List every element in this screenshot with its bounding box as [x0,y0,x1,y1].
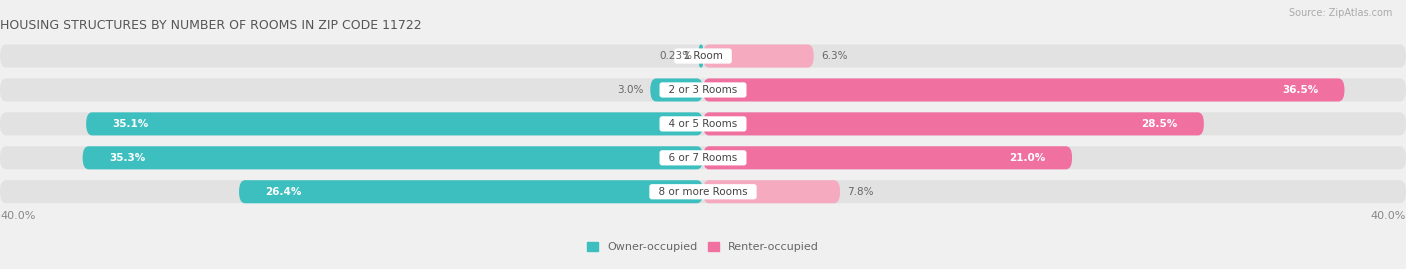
FancyBboxPatch shape [0,44,1406,68]
FancyBboxPatch shape [83,146,703,169]
Text: 21.0%: 21.0% [1010,153,1046,163]
Text: 0.23%: 0.23% [659,51,692,61]
FancyBboxPatch shape [86,112,703,135]
FancyBboxPatch shape [703,180,841,203]
Text: 35.1%: 35.1% [112,119,149,129]
FancyBboxPatch shape [699,44,703,68]
FancyBboxPatch shape [0,112,1406,135]
FancyBboxPatch shape [650,79,703,101]
Text: 1 Room: 1 Room [676,51,730,61]
Text: 8 or more Rooms: 8 or more Rooms [652,187,754,197]
Legend: Owner-occupied, Renter-occupied: Owner-occupied, Renter-occupied [582,237,824,256]
Text: 7.8%: 7.8% [846,187,873,197]
FancyBboxPatch shape [0,146,1406,169]
Text: 3.0%: 3.0% [617,85,644,95]
FancyBboxPatch shape [703,79,1344,101]
Text: Source: ZipAtlas.com: Source: ZipAtlas.com [1288,8,1392,18]
Text: HOUSING STRUCTURES BY NUMBER OF ROOMS IN ZIP CODE 11722: HOUSING STRUCTURES BY NUMBER OF ROOMS IN… [0,19,422,31]
FancyBboxPatch shape [0,79,1406,101]
Text: 28.5%: 28.5% [1142,119,1178,129]
FancyBboxPatch shape [703,44,814,68]
Text: 36.5%: 36.5% [1282,85,1319,95]
Text: 40.0%: 40.0% [0,211,35,221]
Text: 6 or 7 Rooms: 6 or 7 Rooms [662,153,744,163]
FancyBboxPatch shape [0,180,1406,203]
Text: 2 or 3 Rooms: 2 or 3 Rooms [662,85,744,95]
FancyBboxPatch shape [239,180,703,203]
Text: 26.4%: 26.4% [266,187,302,197]
FancyBboxPatch shape [703,146,1073,169]
Text: 40.0%: 40.0% [1371,211,1406,221]
FancyBboxPatch shape [703,112,1204,135]
Text: 35.3%: 35.3% [110,153,145,163]
Text: 6.3%: 6.3% [821,51,848,61]
Text: 4 or 5 Rooms: 4 or 5 Rooms [662,119,744,129]
